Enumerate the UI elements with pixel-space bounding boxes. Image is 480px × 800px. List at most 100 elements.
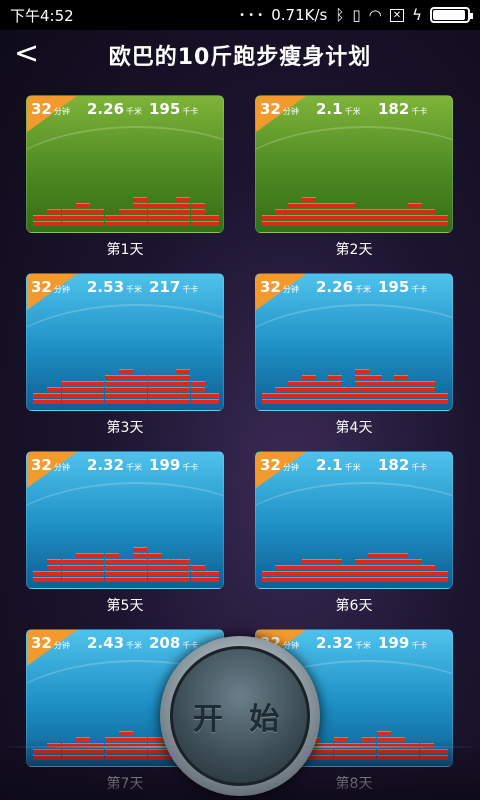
day-card-5[interactable]: 32 分钟 2.32 千米 199 千卡 第5天 — [26, 451, 224, 615]
bar-block — [162, 565, 176, 570]
bar-block — [341, 571, 356, 576]
bar-block — [314, 571, 329, 576]
minutes-value: 32 — [31, 634, 52, 652]
bar-block — [275, 215, 290, 220]
bar-block — [367, 571, 382, 576]
bar-block — [407, 565, 422, 570]
minutes-value: 32 — [260, 278, 281, 296]
intensity-bar — [262, 392, 276, 404]
back-icon[interactable]: < — [14, 36, 40, 71]
bar-block — [61, 381, 76, 386]
day-card-2[interactable]: 32 分钟 2.1 千米 182 千卡 第2天 — [255, 95, 453, 259]
bar-block — [61, 209, 76, 214]
bar-block — [119, 577, 133, 582]
bar-block — [341, 565, 356, 570]
bar-block — [407, 381, 422, 386]
bar-block — [328, 393, 343, 398]
bar-block — [262, 221, 276, 226]
bar-block — [354, 577, 369, 582]
bar-block — [275, 221, 290, 226]
bar-block — [147, 737, 162, 742]
bar-block — [162, 375, 176, 380]
bar-block — [314, 559, 329, 564]
bar-block — [394, 577, 409, 582]
intensity-bar — [133, 374, 148, 404]
intensity-bar — [61, 380, 76, 404]
bar-block — [328, 399, 343, 404]
distance-unit: 千米 — [355, 285, 372, 294]
bar-block — [162, 203, 176, 208]
bar-block — [33, 399, 47, 404]
bar-block — [104, 559, 119, 564]
bar-block — [162, 399, 176, 404]
day-card-1[interactable]: 32 分钟 2.26 千米 195 千卡 第1天 — [26, 95, 224, 259]
intensity-bar — [288, 564, 303, 582]
bar-block — [354, 215, 369, 220]
bar-block — [341, 387, 356, 392]
intensity-bar — [407, 202, 422, 226]
bar-block — [407, 571, 422, 576]
corner-ribbon — [27, 274, 77, 310]
bar-block — [301, 375, 316, 380]
bar-block — [394, 559, 409, 564]
day-stats: 32 分钟 2.1 千米 182 千卡 — [260, 100, 446, 118]
bar-block — [367, 209, 382, 214]
intensity-bar — [288, 380, 303, 404]
bar-block — [376, 731, 391, 736]
bar-block — [288, 577, 303, 582]
bar-block — [133, 737, 148, 742]
page-title: 欧巴的10斤跑步瘦身计划 — [108, 45, 372, 70]
bar-block — [394, 215, 409, 220]
bar-block — [328, 203, 343, 208]
minutes-unit: 分钟 — [53, 107, 70, 116]
bar-block — [190, 215, 205, 220]
intensity-bar — [90, 380, 105, 404]
bar-block — [262, 399, 276, 404]
distance-unit: 千米 — [126, 463, 143, 472]
calories-unit: 千卡 — [182, 285, 199, 294]
intensity-bar — [381, 552, 396, 582]
bar-block — [381, 559, 396, 564]
bar-block — [190, 399, 205, 404]
bar-block — [301, 197, 316, 202]
minutes-unit: 分钟 — [282, 641, 299, 650]
day-card-4[interactable]: 32 分钟 2.26 千米 195 千卡 第4天 — [255, 273, 453, 437]
intensity-bar — [176, 196, 191, 226]
intensity-bar — [314, 202, 329, 226]
day-card-6[interactable]: 32 分钟 2.1 千米 182 千卡 第6天 — [255, 451, 453, 615]
day-card-3[interactable]: 32 分钟 2.53 千米 217 千卡 第3天 — [26, 273, 224, 437]
bar-block — [381, 399, 396, 404]
day-card-thumbnail: 32 分钟 2.53 千米 217 千卡 — [26, 273, 224, 411]
minutes-value: 32 — [31, 278, 52, 296]
bar-block — [275, 571, 290, 576]
intensity-bar — [367, 552, 382, 582]
bar-block — [176, 381, 191, 386]
bar-block — [341, 577, 356, 582]
bar-block — [147, 393, 162, 398]
bar-block — [176, 387, 191, 392]
corner-ribbon — [256, 96, 306, 132]
bar-block — [381, 215, 396, 220]
bar-block — [47, 577, 62, 582]
bar-block — [61, 559, 76, 564]
intensity-bar — [133, 546, 148, 582]
bar-block — [61, 387, 76, 392]
intensity-bar — [434, 392, 448, 404]
bar-block — [76, 553, 90, 558]
bar-block — [162, 215, 176, 220]
start-button[interactable]: 开 始 — [170, 646, 310, 786]
bar-block — [328, 577, 343, 582]
bar-block — [176, 375, 191, 380]
bar-block — [90, 393, 105, 398]
bar-block — [190, 565, 205, 570]
minutes-unit: 分钟 — [282, 107, 299, 116]
intensity-bar — [162, 374, 176, 404]
bar-block — [354, 221, 369, 226]
bar-block — [420, 393, 435, 398]
bar-block — [176, 215, 191, 220]
bar-block — [275, 565, 290, 570]
bar-block — [162, 571, 176, 576]
bar-block — [119, 737, 133, 742]
bar-block — [301, 215, 316, 220]
bar-block — [162, 393, 176, 398]
